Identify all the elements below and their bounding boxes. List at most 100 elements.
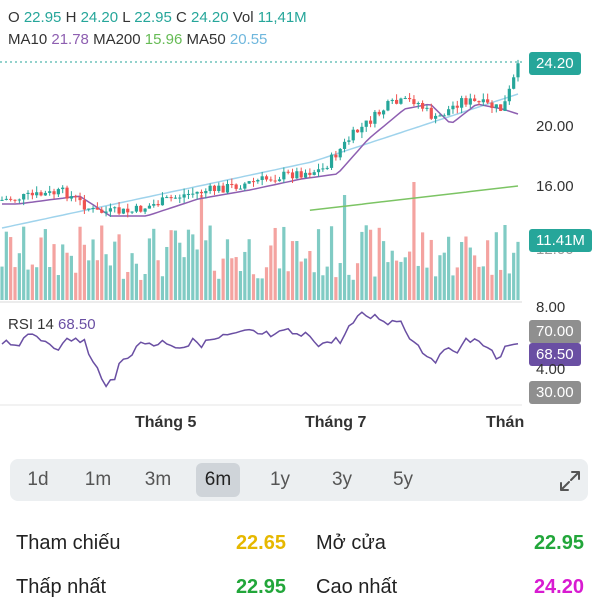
candle-body (91, 207, 95, 209)
candle-body (9, 198, 13, 200)
candle-body (26, 192, 30, 194)
volume-bar (74, 272, 78, 300)
price-tick-20: 20.00 (536, 118, 574, 135)
volume-bar (468, 247, 472, 300)
volume-bar (412, 182, 416, 300)
candle-body (481, 99, 485, 103)
volume-bar (381, 241, 386, 300)
volume-bar (230, 258, 234, 300)
volume-bar (364, 225, 368, 300)
candle-body (312, 172, 316, 175)
volume-bar (65, 252, 69, 300)
rsi-upper-badge: 70.00 (529, 320, 581, 343)
candle-body (52, 191, 56, 195)
candle-body (126, 208, 130, 213)
volume-bar (399, 261, 403, 300)
open-label: O (8, 9, 20, 26)
candle-body (286, 171, 290, 173)
candle-body (17, 199, 21, 201)
ma10-value: 21.78 (51, 31, 89, 48)
volume-bar (143, 274, 147, 300)
volume-bar (204, 240, 208, 300)
candle-body (152, 204, 156, 206)
volume-bar (438, 255, 442, 300)
candle-body (134, 205, 139, 212)
candle-body (429, 107, 433, 119)
candle-body (204, 190, 208, 194)
candle-body (447, 109, 451, 116)
volume-bar (282, 226, 286, 300)
candle-body (338, 148, 342, 158)
tab-1y[interactable]: 1y (269, 469, 291, 490)
volume-bar (256, 278, 260, 300)
candle-body (225, 184, 230, 193)
candle-body (499, 104, 503, 111)
volume-bar (481, 266, 485, 300)
candle-body (425, 107, 429, 109)
rsi-line (1, 311, 519, 388)
volume-bar (286, 271, 290, 300)
candle-body (117, 207, 121, 214)
volume-bar (212, 270, 217, 300)
volume-bar (260, 278, 264, 300)
volume-bar (295, 241, 299, 300)
candle-body (490, 102, 494, 108)
candle-body (442, 115, 446, 117)
tab-5y[interactable]: 5y (392, 469, 414, 490)
volume-bar (355, 263, 360, 300)
volume-bar (52, 244, 56, 300)
candle-body (74, 196, 78, 198)
ma10-label: MA10 (8, 31, 48, 48)
volume-bar (130, 253, 134, 300)
candle-body (512, 77, 516, 89)
volume-bar (191, 234, 195, 300)
volume-bar (342, 195, 347, 300)
volume-bar (69, 255, 73, 300)
expand-icon[interactable] (558, 469, 582, 493)
candle-body (78, 197, 82, 201)
tab-1m[interactable]: 1m (84, 469, 112, 490)
candle-body (342, 141, 347, 149)
ohlc-readout: O 22.95 H 24.20 L 22.95 C 24.20 Vol 11,4… (8, 9, 307, 26)
candle-body (82, 200, 86, 210)
candle-body (30, 192, 34, 196)
candle-body (455, 105, 459, 108)
volume-bar (199, 195, 204, 300)
volume-bar (334, 277, 338, 300)
candle-body (321, 168, 325, 170)
candle-body (282, 171, 286, 180)
volume-bar (0, 266, 4, 300)
candle-body (494, 104, 498, 108)
range-selector: 1d 1m 3m 6m 1y 3y 5y (10, 459, 588, 501)
candle-body (351, 129, 355, 141)
candle-body (195, 191, 199, 194)
candle-body (39, 192, 43, 196)
low-value: 22.95 (134, 9, 172, 26)
candle-body (56, 189, 60, 195)
tab-3y[interactable]: 3y (331, 469, 353, 490)
volume-bar (455, 267, 459, 300)
candle-body (48, 191, 52, 193)
candle-body (256, 180, 260, 182)
tab-6m[interactable]: 6m (196, 463, 240, 497)
candle-body (355, 129, 360, 133)
volume-bar (490, 274, 494, 300)
volume-bar (169, 230, 173, 300)
candle-body (143, 208, 147, 212)
candle-body (473, 98, 477, 102)
tab-1d[interactable]: 1d (27, 469, 49, 490)
candle-body (95, 207, 99, 210)
volume-bar (238, 271, 243, 300)
volume-bar (121, 278, 126, 300)
candle-body (477, 101, 481, 103)
price-chart[interactable] (0, 0, 600, 420)
candle-body (316, 169, 321, 173)
candle-body (104, 211, 108, 213)
volume-bar (360, 231, 364, 300)
volume-bar (113, 241, 117, 300)
candle-body (434, 115, 438, 119)
tab-3m[interactable]: 3m (144, 469, 172, 490)
candle-body (186, 193, 191, 195)
volume-bar (321, 275, 325, 300)
volume-bar (494, 232, 498, 300)
